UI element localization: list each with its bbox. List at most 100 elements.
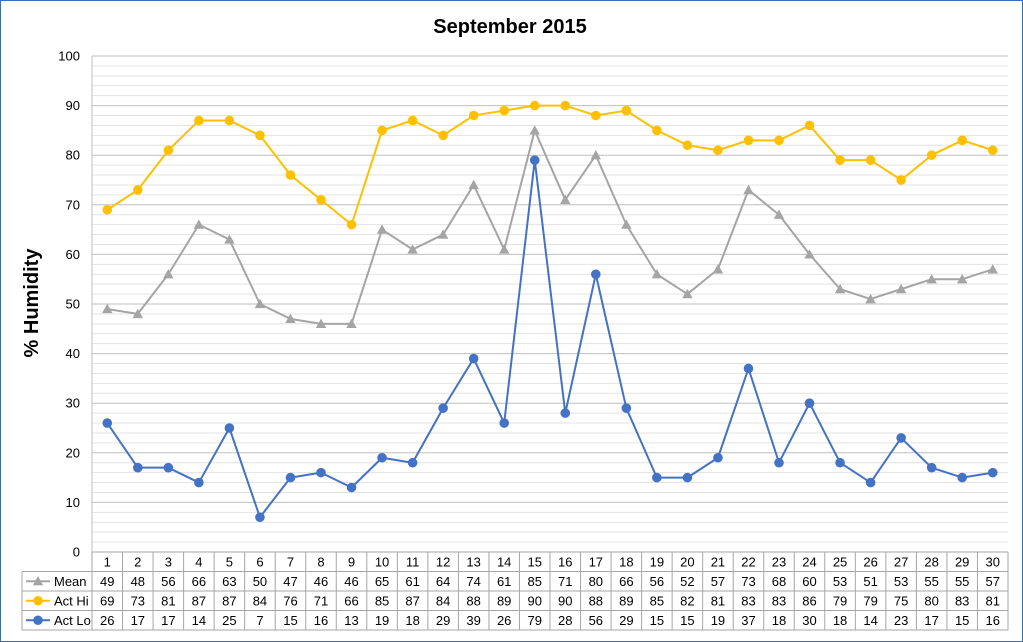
data-label-act-hi: 87 xyxy=(222,593,236,608)
y-axis-label: % Humidity xyxy=(21,248,43,358)
data-point-act-lo xyxy=(346,482,357,493)
data-label-act-hi: 86 xyxy=(802,593,816,608)
data-label-mean: 47 xyxy=(283,574,297,589)
x-tick-label: 30 xyxy=(985,554,999,569)
data-label-act-hi: 81 xyxy=(161,593,175,608)
data-label-mean: 64 xyxy=(436,574,450,589)
data-point-act-lo xyxy=(163,462,174,473)
data-label-mean: 65 xyxy=(375,574,389,589)
y-tick-label: 20 xyxy=(66,445,80,460)
data-point-mean xyxy=(193,219,205,229)
legend-label-act-hi: Act Hi xyxy=(54,593,89,608)
x-tick-label: 16 xyxy=(558,554,572,569)
data-point-mean xyxy=(773,209,785,219)
data-point-act-lo xyxy=(255,512,265,523)
data-label-act-hi: 84 xyxy=(253,593,267,608)
data-point-act-lo xyxy=(560,408,571,418)
data-point-act-lo xyxy=(194,477,204,488)
legend-marker-mean xyxy=(32,576,44,586)
x-tick-label: 4 xyxy=(195,554,202,569)
data-point-act-lo xyxy=(987,467,998,478)
data-point-act-lo xyxy=(102,418,113,428)
data-label-act-hi: 88 xyxy=(466,593,480,608)
x-tick-label: 29 xyxy=(955,554,969,569)
data-point-act-lo xyxy=(285,472,296,483)
data-point-mean xyxy=(468,179,479,190)
data-point-act-hi xyxy=(102,204,113,215)
x-tick-label: 2 xyxy=(134,554,141,569)
data-point-mean xyxy=(957,274,968,284)
series-line-mean xyxy=(107,129,994,325)
series-act-hi xyxy=(102,100,998,230)
data-label-act-hi: 79 xyxy=(833,593,847,608)
data-point-act-hi xyxy=(438,130,448,141)
data-point-act-lo xyxy=(835,457,845,468)
y-tick-label: 50 xyxy=(66,297,80,312)
x-tick-label: 15 xyxy=(527,554,541,569)
data-label-act-hi: 80 xyxy=(924,593,938,608)
data-label-act-lo: 15 xyxy=(283,613,297,628)
data-label-mean: 52 xyxy=(680,574,694,589)
data-label-act-hi: 82 xyxy=(680,593,694,608)
data-label-act-lo: 18 xyxy=(405,613,419,628)
legend-marker-act-hi xyxy=(33,595,43,606)
data-point-act-hi xyxy=(896,175,906,185)
y-tick-label: 70 xyxy=(66,197,80,212)
data-label-act-lo: 37 xyxy=(741,613,755,628)
data-point-act-lo xyxy=(682,472,693,483)
data-point-act-hi xyxy=(713,145,723,156)
data-point-act-hi xyxy=(285,170,296,180)
data-point-act-hi xyxy=(957,135,967,146)
series-group xyxy=(102,100,998,523)
data-point-mean xyxy=(560,194,571,204)
data-point-act-hi xyxy=(926,150,937,160)
data-label-mean: 50 xyxy=(253,574,267,589)
data-label-act-hi: 83 xyxy=(772,593,786,608)
x-tick-label: 9 xyxy=(348,554,355,569)
data-point-act-lo xyxy=(499,418,510,428)
x-tick-label: 27 xyxy=(894,554,908,569)
x-tick-label: 10 xyxy=(375,554,389,569)
data-point-act-hi xyxy=(377,125,387,136)
legend-label-mean: Mean xyxy=(54,574,87,589)
data-point-mean xyxy=(224,234,235,244)
data-label-act-lo: 13 xyxy=(344,613,358,628)
data-point-mean xyxy=(437,229,449,239)
legend-marker-act-lo xyxy=(33,615,43,626)
x-tick-label: 20 xyxy=(680,554,694,569)
data-point-act-lo xyxy=(316,467,326,478)
x-tick-label: 5 xyxy=(226,554,233,569)
data-label-mean: 66 xyxy=(192,574,206,589)
data-label-act-lo: 30 xyxy=(802,613,816,628)
x-tick-label: 22 xyxy=(741,554,755,569)
x-tick-label: 14 xyxy=(497,554,511,569)
data-point-act-lo xyxy=(438,403,448,413)
data-point-mean xyxy=(590,150,601,160)
data-point-act-hi xyxy=(987,145,998,156)
series-line-act-hi xyxy=(106,104,994,226)
data-label-act-lo: 23 xyxy=(894,613,908,628)
data-point-mean xyxy=(865,293,876,304)
data-label-mean: 48 xyxy=(131,574,145,589)
data-label-act-lo: 29 xyxy=(619,613,633,628)
data-point-mean xyxy=(651,269,663,279)
data-label-act-hi: 85 xyxy=(650,593,664,608)
data-label-act-hi: 76 xyxy=(283,593,297,608)
data-label-act-lo: 19 xyxy=(711,613,725,628)
data-point-act-lo xyxy=(957,472,967,483)
data-label-act-hi: 90 xyxy=(558,593,572,608)
y-tick-label: 80 xyxy=(66,148,80,163)
data-point-act-lo xyxy=(377,452,387,463)
data-point-mean xyxy=(315,318,327,328)
data-label-mean: 51 xyxy=(863,574,877,589)
data-point-mean xyxy=(895,283,907,294)
data-point-act-lo xyxy=(224,423,235,433)
data-label-act-lo: 17 xyxy=(161,613,175,628)
data-point-act-lo xyxy=(896,433,906,443)
data-label-act-hi: 81 xyxy=(985,593,999,608)
data-label-act-lo: 25 xyxy=(222,613,236,628)
data-label-act-lo: 14 xyxy=(192,613,206,628)
x-tick-label: 6 xyxy=(256,554,263,569)
data-point-act-lo xyxy=(774,457,784,468)
